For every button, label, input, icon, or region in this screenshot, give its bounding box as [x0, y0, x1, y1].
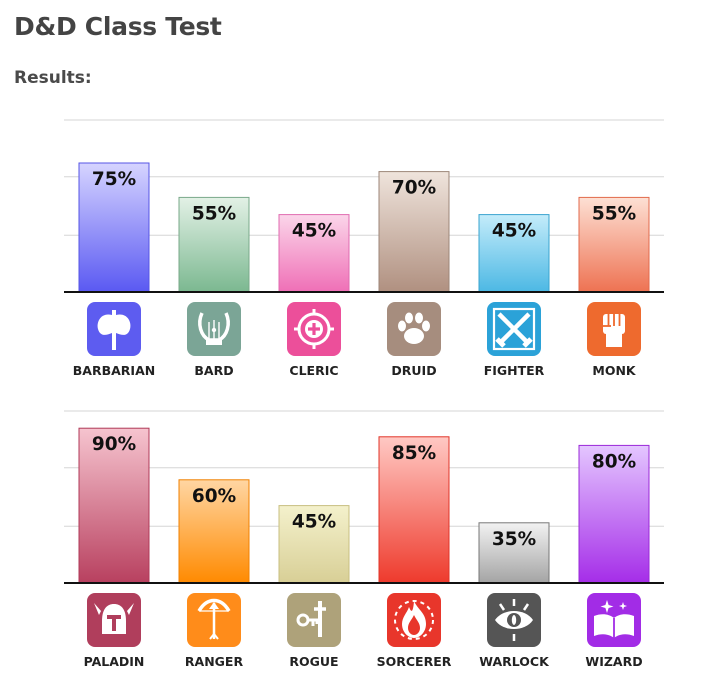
flame-icon — [387, 593, 441, 647]
bar-value-label: 55% — [192, 203, 236, 224]
bar-value-label: 45% — [492, 221, 536, 242]
class-name-label: SORCERER — [377, 654, 452, 669]
class-name-label: BARBARIAN — [73, 363, 155, 378]
bar-ranger — [178, 479, 250, 584]
bar-value-label: 35% — [492, 529, 536, 550]
dagger-key-icon — [287, 593, 341, 647]
bar-value-label: 55% — [592, 203, 636, 224]
bar-monk — [578, 196, 650, 293]
class-name-label: MONK — [592, 363, 637, 378]
class-name-label: FIGHTER — [484, 363, 545, 378]
results-chart-bottom: 90% PALADIN 60% RANGER 45% ROGUE 85% SORCERER 35… — [64, 403, 664, 673]
page-title: D&D Class Test — [14, 12, 222, 41]
bar-paladin — [78, 427, 150, 584]
spellbook-icon — [587, 593, 641, 647]
lyre-icon — [187, 302, 241, 356]
fist-icon — [587, 302, 641, 356]
class-name-label: WIZARD — [585, 654, 642, 669]
bar-druid — [378, 171, 450, 293]
bar-sorcerer — [378, 436, 450, 584]
class-name-label: PALADIN — [84, 654, 145, 669]
bow-icon — [187, 593, 241, 647]
bar-rogue — [278, 505, 350, 584]
paw-icon — [387, 302, 441, 356]
chart-svg: 90% PALADIN 60% RANGER 45% ROGUE 85% SORCERER 35… — [64, 410, 664, 669]
bar-value-label: 60% — [192, 486, 236, 507]
bar-warlock — [478, 522, 550, 584]
bar-value-label: 90% — [92, 434, 136, 455]
chart-svg: 75% BARBARIAN 55% BARD 45% CLERIC 70% DRUID 45% F… — [64, 119, 664, 378]
class-name-label: ROGUE — [289, 654, 338, 669]
class-name-label: RANGER — [185, 654, 244, 669]
results-label: Results: — [14, 68, 92, 88]
bar-wizard — [578, 444, 650, 584]
holy-symbol-icon — [287, 302, 341, 356]
bar-value-label: 45% — [292, 512, 336, 533]
knight-helmet-icon — [87, 593, 141, 647]
eye-icon — [487, 593, 541, 647]
class-name-label: WARLOCK — [479, 654, 550, 669]
class-name-label: CLERIC — [289, 363, 338, 378]
bar-value-label: 45% — [292, 221, 336, 242]
bar-barbarian — [78, 162, 150, 293]
bar-value-label: 75% — [92, 169, 136, 190]
results-chart-top: 75% BARBARIAN 55% BARD 45% CLERIC 70% DRUID 45% F… — [64, 112, 664, 382]
crossed-swords-icon — [487, 302, 541, 356]
class-name-label: DRUID — [391, 363, 436, 378]
class-name-label: BARD — [194, 363, 233, 378]
bar-bard — [178, 196, 250, 293]
bar-fighter — [478, 214, 550, 293]
bar-value-label: 70% — [392, 178, 436, 199]
bar-cleric — [278, 214, 350, 293]
double-axe-icon — [87, 302, 141, 356]
bar-value-label: 85% — [392, 443, 436, 464]
bar-value-label: 80% — [592, 451, 636, 472]
